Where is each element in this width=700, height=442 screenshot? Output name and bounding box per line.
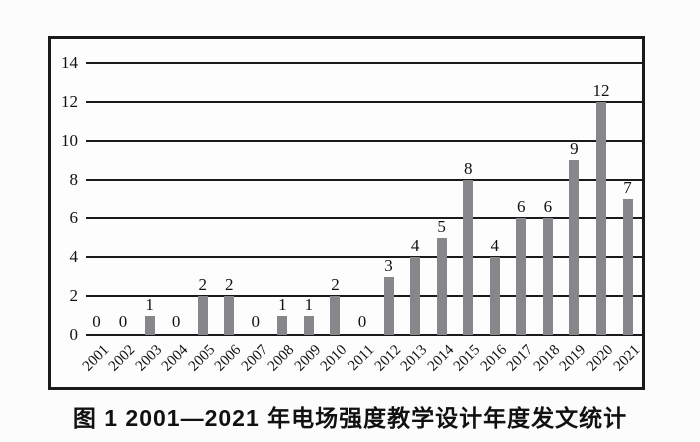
bar-value-label: 2 (225, 275, 234, 295)
bar-value-label: 0 (357, 312, 367, 331)
bar-value-label: 0 (251, 312, 261, 331)
bar-chart: 0 2 4 6 8 10 12 14 0 2001 0 2002 1 2003 0 2004 2 2005 2 200… (48, 36, 645, 390)
bar-value-label: 2 (331, 275, 340, 295)
bar-value-label: 4 (410, 236, 420, 256)
figure-caption: 图 1 2001—2021 年电场强度教学设计年度发文统计 (72, 405, 628, 431)
bar (277, 315, 288, 335)
y-tick-label: 12 (61, 91, 78, 111)
bar (622, 199, 633, 335)
y-tick-label: 14 (61, 53, 78, 72)
bar (436, 237, 447, 335)
bar-value-label: 12 (592, 80, 610, 100)
bar (569, 160, 580, 335)
bar-value-label: 0 (118, 312, 128, 331)
bar-value-label: 0 (92, 312, 101, 331)
y-tick-label: 10 (61, 130, 78, 150)
bar (489, 257, 500, 335)
gridline (86, 100, 642, 103)
bar (516, 218, 527, 335)
gridline (86, 295, 642, 298)
bar-value-label: 3 (384, 255, 393, 275)
bar-value-label: 5 (437, 216, 446, 236)
bar-value-label: 6 (517, 197, 526, 217)
bar (410, 257, 421, 335)
gridline (86, 217, 642, 220)
bar-value-label: 0 (171, 312, 181, 331)
bar (144, 315, 155, 335)
bar-value-label: 2 (198, 275, 207, 295)
gridline (86, 334, 642, 336)
bar-value-label: 7 (623, 178, 632, 197)
gridline (86, 178, 642, 181)
gridline (86, 62, 642, 64)
bar-value-label: 8 (463, 158, 473, 178)
y-tick-label: 0 (69, 325, 79, 344)
bar (463, 179, 474, 335)
bar (542, 218, 553, 335)
bar-value-label: 4 (490, 236, 500, 256)
bar-value-label: 6 (543, 197, 553, 217)
plot-area: 0 2 4 6 8 10 12 14 0 2001 0 2002 1 2003 0 2004 2 2005 2 200… (51, 39, 643, 387)
y-tick-label: 6 (69, 208, 79, 228)
bar-value-label: 1 (145, 294, 154, 314)
bar (383, 276, 394, 335)
bar (303, 315, 314, 335)
bar (224, 296, 235, 335)
y-tick-label: 4 (69, 247, 79, 267)
bar (330, 296, 341, 335)
y-tick-label: 2 (69, 286, 79, 306)
gridline (86, 139, 642, 142)
bar (197, 296, 208, 335)
y-tick-label: 8 (69, 169, 79, 189)
bar-value-label: 9 (570, 139, 579, 159)
bar (595, 101, 606, 335)
bar-value-label: 1 (278, 294, 287, 314)
bar-value-label: 1 (304, 294, 314, 314)
gridline (86, 256, 642, 259)
